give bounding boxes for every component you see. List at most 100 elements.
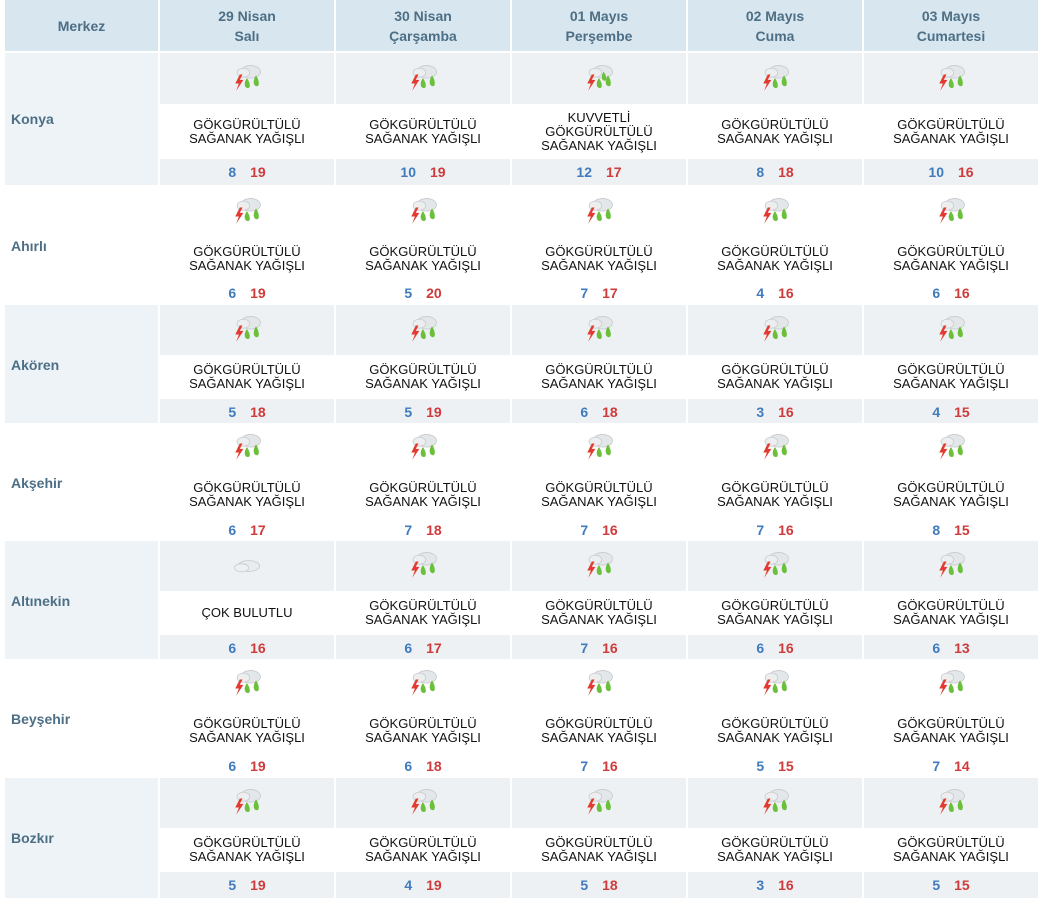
day-weekday: Perşembe: [565, 27, 633, 44]
forecast-cell: GÖKGÜRÜLTÜLÜ SAĞANAK YAĞIŞLI 6 17: [336, 541, 510, 661]
min-temperature: 5: [756, 758, 765, 774]
thunder-rain-icon: [336, 53, 510, 104]
max-temperature: 19: [430, 164, 446, 180]
description-line: GÖKGÜRÜLTÜLÜ: [193, 362, 301, 377]
temperature-range: 7 16: [512, 517, 686, 543]
thunder-rain-icon: [160, 305, 334, 355]
description-line: SAĞANAK YAĞIŞLI: [717, 130, 833, 146]
description-line: GÖKGÜRÜLTÜLÜ: [897, 244, 1005, 259]
merkez-header: Merkez: [5, 0, 158, 51]
max-temperature: 17: [602, 285, 618, 301]
description-line: GÖKGÜRÜLTÜLÜ: [193, 480, 301, 495]
forecast-cell: GÖKGÜRÜLTÜLÜ SAĞANAK YAĞIŞLI 10 16: [864, 53, 1038, 185]
temperature-range: 7 16: [688, 517, 862, 543]
thunder-rain-icon: [336, 541, 510, 591]
max-temperature: 18: [426, 758, 442, 774]
temperature-range: 5 18: [160, 399, 334, 425]
weather-description: GÖKGÜRÜLTÜLÜ SAĞANAK YAĞIŞLI: [864, 104, 1038, 159]
temperature-range: 5 15: [864, 872, 1038, 898]
description-line: GÖKGÜRÜLTÜLÜ: [897, 835, 1005, 850]
forecast-cell: GÖKGÜRÜLTÜLÜ SAĞANAK YAĞIŞLI 8 18: [688, 53, 862, 185]
description-line: SAĞANAK YAĞIŞLI: [365, 258, 481, 273]
temperature-range: 5 19: [160, 872, 334, 898]
forecast-cell: ÇOK BULUTLU 6 16: [160, 541, 334, 661]
thunder-rain-icon: [688, 778, 862, 828]
temperature-range: 6 16: [864, 281, 1038, 305]
min-temperature: 7: [580, 285, 589, 301]
thunder-rain-icon: [512, 305, 686, 355]
city-row: Bozkır GÖKGÜRÜLTÜLÜ SAĞANAK YAĞIŞLI 5 19 GÖKG…: [5, 778, 1043, 898]
forecast-cell: GÖKGÜRÜLTÜLÜ SAĞANAK YAĞIŞLI 7 16: [688, 423, 862, 543]
min-temperature: 5: [228, 877, 237, 893]
description-line: SAĞANAK YAĞIŞLI: [365, 612, 481, 627]
forecast-cell: GÖKGÜRÜLTÜLÜ SAĞANAK YAĞIŞLI 6 18: [336, 659, 510, 779]
min-temperature: 6: [404, 758, 413, 774]
thunder-rain-icon: [336, 778, 510, 828]
description-line: GÖKGÜRÜLTÜLÜ: [897, 716, 1005, 731]
min-temperature: 8: [756, 164, 765, 180]
thunder-rain-icon: [336, 659, 510, 709]
thunder-rain-icon: [160, 778, 334, 828]
max-temperature: 20: [426, 285, 442, 301]
description-line: GÖKGÜRÜLTÜLÜ: [897, 598, 1005, 613]
thunder-rain-icon: [160, 53, 334, 104]
forecast-cell: GÖKGÜRÜLTÜLÜ SAĞANAK YAĞIŞLI 3 16: [688, 305, 862, 425]
forecast-cell: GÖKGÜRÜLTÜLÜ SAĞANAK YAĞIŞLI 4 16: [688, 187, 862, 305]
description-line: GÖKGÜRÜLTÜLÜ: [369, 116, 477, 132]
min-temperature: 3: [756, 404, 765, 420]
cloudy-icon: [160, 541, 334, 591]
max-temperature: 16: [778, 640, 794, 656]
day-header: 30 Nisan Çarşamba: [336, 0, 510, 51]
weather-description: GÖKGÜRÜLTÜLÜ SAĞANAK YAĞIŞLI: [160, 237, 334, 281]
weather-description: GÖKGÜRÜLTÜLÜ SAĞANAK YAĞIŞLI: [688, 237, 862, 281]
forecast-cell: GÖKGÜRÜLTÜLÜ SAĞANAK YAĞIŞLI 7 17: [512, 187, 686, 305]
thunder-rain-icon: [688, 423, 862, 473]
temperature-range: 6 16: [688, 635, 862, 661]
thunder-rain-icon: [160, 659, 334, 709]
min-temperature: 7: [580, 640, 589, 656]
temperature-range: 6 16: [160, 635, 334, 661]
description-line: GÖKGÜRÜLTÜLÜ: [721, 362, 829, 377]
temperature-range: 7 14: [864, 753, 1038, 779]
temperature-range: 7 17: [512, 281, 686, 305]
temperature-range: 3 16: [688, 872, 862, 898]
city-row: Altınekin ÇOK BULUTLU 6 16 GÖKGÜRÜLTÜLÜ SAĞAN…: [5, 541, 1043, 661]
max-temperature: 18: [426, 522, 442, 538]
forecast-cell: GÖKGÜRÜLTÜLÜ SAĞANAK YAĞIŞLI 7 16: [512, 659, 686, 779]
thunder-rain-icon: [688, 53, 862, 104]
thunder-rain-icon: [688, 187, 862, 237]
min-temperature: 6: [756, 640, 765, 656]
description-line: SAĞANAK YAĞIŞLI: [541, 849, 657, 864]
min-temperature: 3: [756, 877, 765, 893]
temperature-range: 8 19: [160, 159, 334, 185]
min-temperature: 5: [228, 404, 237, 420]
max-temperature: 15: [954, 877, 970, 893]
thunder-rain-icon: [512, 423, 686, 473]
temperature-range: 5 20: [336, 281, 510, 305]
thunder-rain-icon: [688, 659, 862, 709]
thunder-rain-icon: [336, 305, 510, 355]
min-temperature: 5: [404, 285, 413, 301]
thunder-rain-icon: [688, 305, 862, 355]
description-line: GÖKGÜRÜLTÜLÜ: [721, 598, 829, 613]
forecast-cell: GÖKGÜRÜLTÜLÜ SAĞANAK YAĞIŞLI 8 15: [864, 423, 1038, 543]
description-line: GÖKGÜRÜLTÜLÜ: [369, 362, 477, 377]
forecast-cell: GÖKGÜRÜLTÜLÜ SAĞANAK YAĞIŞLI 5 15: [688, 659, 862, 779]
weather-description: GÖKGÜRÜLTÜLÜ SAĞANAK YAĞIŞLI: [688, 104, 862, 159]
day-date: 03 Mayıs: [921, 7, 981, 24]
thunder-rain-icon: [864, 187, 1038, 237]
max-temperature: 14: [954, 758, 970, 774]
temperature-range: 6 13: [864, 635, 1038, 661]
description-line: GÖKGÜRÜLTÜLÜ: [545, 716, 653, 731]
max-temperature: 18: [250, 404, 266, 420]
forecast-cell: GÖKGÜRÜLTÜLÜ SAĞANAK YAĞIŞLI 6 16: [864, 187, 1038, 305]
thunder-rain-icon: [512, 778, 686, 828]
description-line: SAĞANAK YAĞIŞLI: [717, 849, 833, 864]
thunder-rain-icon: [864, 423, 1038, 473]
description-line: SAĞANAK YAĞIŞLI: [893, 612, 1009, 627]
description-line: GÖKGÜRÜLTÜLÜ: [369, 480, 477, 495]
temperature-range: 6 19: [160, 753, 334, 779]
weather-description: GÖKGÜRÜLTÜLÜ SAĞANAK YAĞIŞLI: [688, 473, 862, 517]
min-temperature: 6: [932, 640, 941, 656]
